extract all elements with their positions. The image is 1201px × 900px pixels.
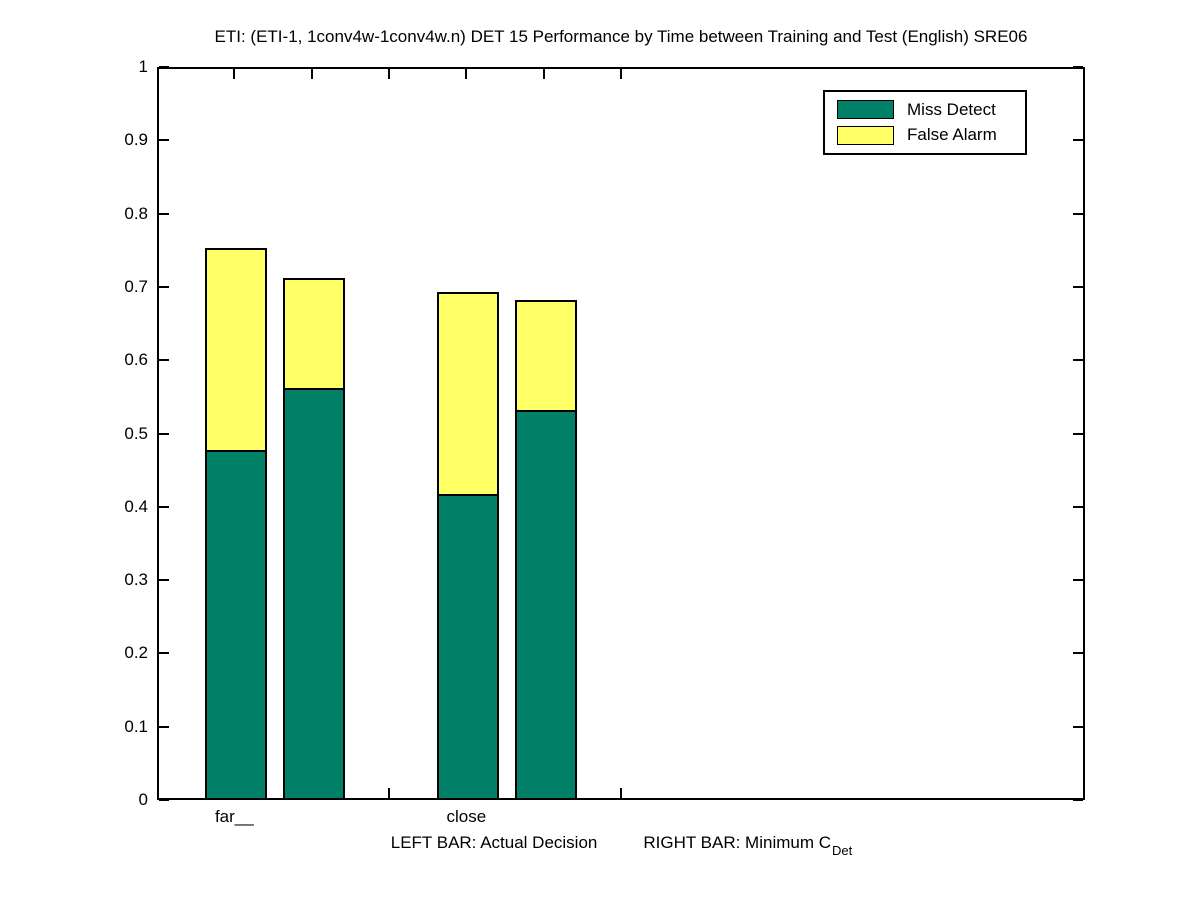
x-tick: [465, 69, 468, 79]
miss-detect-segment: [437, 494, 500, 798]
miss-detect-segment: [205, 450, 268, 798]
y-tick: [1073, 432, 1083, 435]
y-tick: [159, 725, 169, 728]
y-axis-tick-label: 0.9: [124, 130, 148, 150]
false-alarm-swatch: [837, 125, 894, 145]
bar-far-minimum-c-det: [282, 278, 345, 798]
left-bar-note: LEFT BAR: Actual Decision: [390, 833, 598, 852]
cdet-subscript: Det: [832, 843, 853, 859]
y-tick: [1073, 725, 1083, 728]
y-axis-tick-label: 1: [138, 57, 148, 76]
bar-far-actual-decision: [205, 248, 268, 798]
y-tick: [1073, 212, 1083, 215]
y-axis-tick-label: 0.1: [124, 716, 148, 736]
y-tick: [159, 285, 169, 288]
y-tick: [159, 799, 169, 801]
legend: Miss Detect False Alarm: [823, 90, 1027, 155]
bar-meaning-footnote: LEFT BAR: Actual Decision RIGHT BAR: Mini…: [157, 833, 1085, 859]
y-tick: [1073, 359, 1083, 362]
x-tick: [388, 69, 390, 79]
y-tick: [1073, 285, 1083, 288]
x-tick: [310, 69, 313, 79]
right-bar-note: RIGHT BAR: Minimum C: [643, 833, 832, 852]
plot-area: [157, 66, 1085, 801]
y-tick: [159, 212, 169, 215]
x-axis-tick-label: far__: [214, 807, 254, 826]
y-tick: [1073, 505, 1083, 508]
y-axis-tick-label: 0.2: [124, 643, 148, 663]
y-axis-tick-label: 0.6: [124, 350, 148, 370]
bar-close-minimum-c-det: [514, 300, 577, 798]
y-tick: [1073, 139, 1083, 142]
y-axis-tick-label: 0: [138, 790, 148, 809]
bar-close-actual-decision: [437, 292, 500, 798]
y-axis-tick-label: 0.7: [124, 276, 148, 296]
miss-detect-segment: [514, 410, 577, 798]
y-tick: [1073, 579, 1083, 582]
y-tick: [159, 359, 169, 362]
y-axis-tick-label: 0.3: [124, 570, 148, 590]
x-tick: [388, 788, 390, 798]
legend-item-false-alarm: False Alarm: [837, 125, 1025, 145]
x-tick: [233, 69, 236, 79]
y-tick: [1073, 799, 1083, 801]
x-axis-tick-label: close: [446, 807, 487, 826]
y-axis-tick-label: 0.8: [124, 203, 148, 223]
y-tick: [159, 579, 169, 582]
y-tick: [1073, 652, 1083, 655]
chart-title: ETI: (ETI-1, 1conv4w-1conv4w.n) DET 15 P…: [214, 27, 1028, 46]
y-tick: [1073, 66, 1083, 68]
y-axis-tick-label: 0.5: [124, 423, 148, 443]
legend-item-miss-detect: Miss Detect: [837, 100, 1025, 120]
x-tick: [620, 69, 622, 79]
x-tick: [620, 788, 622, 798]
y-tick: [159, 505, 169, 508]
y-tick: [159, 652, 169, 655]
miss-detect-swatch: [837, 100, 894, 120]
x-tick: [542, 69, 545, 79]
y-axis-tick-label: 0.4: [124, 496, 148, 516]
legend-label-miss-detect: Miss Detect: [907, 99, 996, 119]
miss-detect-segment: [282, 388, 345, 798]
legend-label-false-alarm: False Alarm: [907, 125, 997, 145]
y-tick: [159, 139, 169, 142]
y-tick: [159, 432, 169, 435]
y-tick: [159, 66, 169, 68]
